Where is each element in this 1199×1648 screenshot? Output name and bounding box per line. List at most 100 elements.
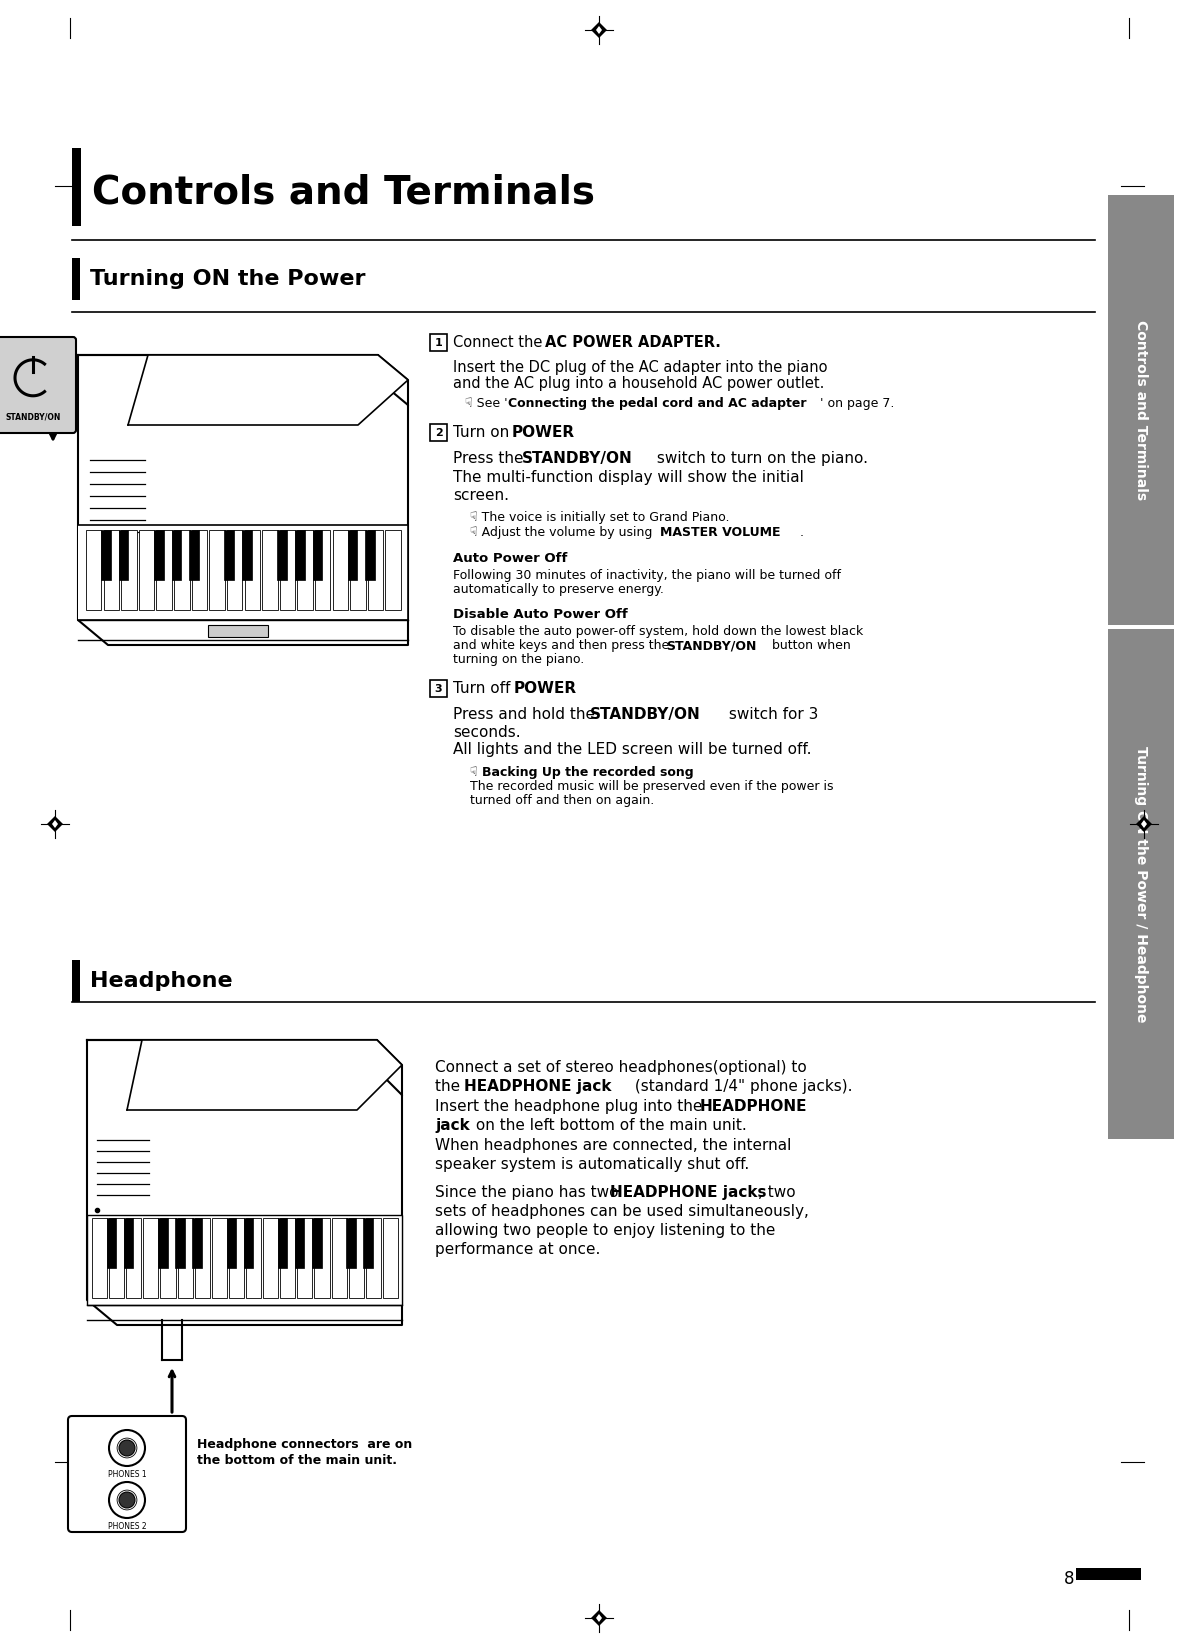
- Polygon shape: [78, 354, 408, 405]
- Bar: [1108, 194, 1174, 625]
- Bar: [366, 531, 375, 580]
- Circle shape: [109, 1482, 145, 1518]
- Text: HEADPHONE jacks: HEADPHONE jacks: [610, 1185, 766, 1200]
- Text: turned off and then on again.: turned off and then on again.: [470, 794, 655, 808]
- Bar: [227, 1218, 236, 1267]
- Polygon shape: [1135, 816, 1152, 832]
- Bar: [177, 1218, 193, 1299]
- Text: STANDBY/ON: STANDBY/ON: [665, 639, 757, 653]
- Polygon shape: [127, 1040, 402, 1111]
- Text: on the left bottom of the main unit.: on the left bottom of the main unit.: [471, 1117, 747, 1134]
- Text: button when: button when: [769, 639, 851, 653]
- Text: automatically to preserve energy.: automatically to preserve energy.: [453, 583, 664, 597]
- Text: ' on page 7.: ' on page 7.: [820, 397, 894, 410]
- Bar: [332, 531, 348, 610]
- Text: seconds.: seconds.: [453, 725, 520, 740]
- Bar: [153, 531, 164, 580]
- Bar: [192, 531, 207, 610]
- Text: STANDBY/ON: STANDBY/ON: [590, 707, 700, 722]
- Bar: [281, 1218, 295, 1299]
- Text: Turn off: Turn off: [453, 681, 516, 695]
- Bar: [175, 1218, 185, 1267]
- Text: Headphone connectors  are on: Headphone connectors are on: [197, 1439, 412, 1450]
- Bar: [107, 1218, 116, 1267]
- Text: 8: 8: [1064, 1571, 1074, 1589]
- Bar: [382, 1218, 398, 1299]
- Bar: [1108, 630, 1174, 1139]
- Text: Connect a set of stereo headphones(optional) to: Connect a set of stereo headphones(optio…: [435, 1060, 807, 1074]
- FancyBboxPatch shape: [0, 336, 76, 433]
- Text: switch to turn on the piano.: switch to turn on the piano.: [652, 452, 868, 466]
- Bar: [158, 1218, 168, 1267]
- Polygon shape: [78, 354, 408, 644]
- Bar: [277, 531, 287, 580]
- Bar: [189, 531, 199, 580]
- Bar: [278, 1218, 288, 1267]
- Text: Insert the DC plug of the AC adapter into the piano: Insert the DC plug of the AC adapter int…: [453, 359, 827, 376]
- Text: screen.: screen.: [453, 488, 510, 503]
- Bar: [332, 1218, 347, 1299]
- Text: Controls and Terminals: Controls and Terminals: [92, 173, 595, 211]
- Text: Auto Power Off: Auto Power Off: [453, 552, 567, 565]
- Bar: [348, 531, 357, 580]
- Bar: [123, 1218, 133, 1267]
- Text: Turning ON the Power / Headphone: Turning ON the Power / Headphone: [1134, 747, 1147, 1022]
- Bar: [86, 531, 102, 610]
- Text: ☟ Adjust the volume by using: ☟ Adjust the volume by using: [470, 526, 656, 539]
- Text: performance at once.: performance at once.: [435, 1243, 601, 1257]
- Bar: [363, 1218, 373, 1267]
- Text: The multi-function display will show the initial: The multi-function display will show the…: [453, 470, 803, 485]
- Bar: [109, 1218, 125, 1299]
- Bar: [347, 1218, 356, 1267]
- Bar: [279, 531, 295, 610]
- Bar: [92, 1218, 107, 1299]
- Circle shape: [119, 1491, 135, 1508]
- Text: HEADPHONE jack: HEADPHONE jack: [464, 1079, 611, 1094]
- Text: POWER: POWER: [512, 425, 576, 440]
- Text: allowing two people to enjoy listening to the: allowing two people to enjoy listening t…: [435, 1223, 776, 1238]
- Text: AC POWER ADAPTER.: AC POWER ADAPTER.: [546, 335, 721, 349]
- Bar: [103, 531, 119, 610]
- Bar: [295, 531, 305, 580]
- Text: sets of headphones can be used simultaneously,: sets of headphones can be used simultane…: [435, 1205, 809, 1220]
- Bar: [72, 961, 80, 1002]
- Text: switch for 3: switch for 3: [724, 707, 819, 722]
- Text: Disable Auto Power Off: Disable Auto Power Off: [453, 608, 628, 621]
- Bar: [171, 531, 181, 580]
- Bar: [212, 1218, 227, 1299]
- Text: ☟ The voice is initially set to Grand Piano.: ☟ The voice is initially set to Grand Pi…: [470, 511, 729, 524]
- Text: turning on the piano.: turning on the piano.: [453, 653, 584, 666]
- Bar: [121, 531, 137, 610]
- Text: (standard 1/4" phone jacks).: (standard 1/4" phone jacks).: [629, 1079, 852, 1094]
- Text: the: the: [435, 1079, 465, 1094]
- Text: Backing Up the recorded song: Backing Up the recorded song: [482, 766, 694, 780]
- Bar: [297, 531, 313, 610]
- Bar: [229, 1218, 243, 1299]
- Bar: [349, 1218, 363, 1299]
- Text: POWER: POWER: [514, 681, 577, 695]
- Polygon shape: [47, 816, 64, 832]
- Bar: [263, 1218, 278, 1299]
- Text: , two: , two: [758, 1185, 796, 1200]
- Text: Connect the: Connect the: [453, 335, 547, 349]
- Bar: [242, 531, 252, 580]
- Bar: [72, 259, 80, 300]
- Text: 3: 3: [435, 684, 442, 694]
- Bar: [192, 1218, 201, 1267]
- Text: the bottom of the main unit.: the bottom of the main unit.: [197, 1454, 397, 1467]
- Bar: [161, 1218, 175, 1299]
- Bar: [194, 1218, 210, 1299]
- Text: Following 30 minutes of inactivity, the piano will be turned off: Following 30 minutes of inactivity, the …: [453, 569, 840, 582]
- Text: Connecting the pedal cord and AC adapter: Connecting the pedal cord and AC adapter: [508, 397, 807, 410]
- Bar: [313, 531, 323, 580]
- Text: jack: jack: [435, 1117, 470, 1134]
- FancyBboxPatch shape: [430, 424, 447, 442]
- Text: Turn on: Turn on: [453, 425, 514, 440]
- Text: Turning ON the Power: Turning ON the Power: [90, 269, 366, 288]
- Polygon shape: [596, 26, 602, 35]
- Text: speaker system is automatically shut off.: speaker system is automatically shut off…: [435, 1157, 749, 1172]
- Polygon shape: [596, 1613, 602, 1622]
- Bar: [366, 1218, 381, 1299]
- Bar: [207, 625, 269, 638]
- Bar: [350, 531, 366, 610]
